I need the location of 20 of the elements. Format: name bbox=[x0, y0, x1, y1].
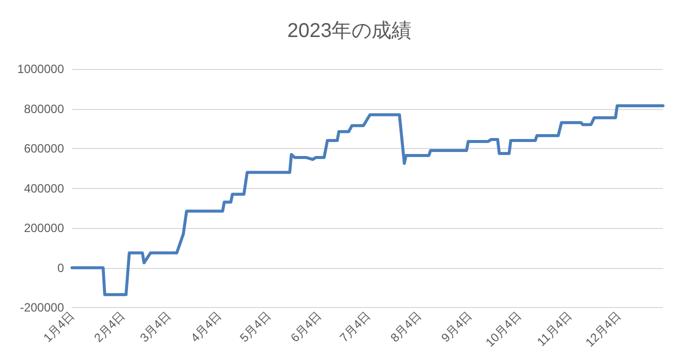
x-tick-label: 7月4日 bbox=[336, 308, 374, 345]
x-tick-label: 12月4日 bbox=[582, 308, 624, 350]
x-tick-label: 10月4日 bbox=[482, 308, 524, 350]
y-tick-label: 1000000 bbox=[17, 62, 64, 76]
x-tick-label: 6月4日 bbox=[288, 308, 324, 345]
y-tick-label: 200000 bbox=[24, 221, 64, 236]
y-tick-label: 600000 bbox=[24, 142, 64, 156]
y-tick-label: 0 bbox=[57, 260, 64, 275]
x-tick-label: 5月4日 bbox=[237, 308, 274, 345]
line-series bbox=[70, 104, 664, 296]
x-tick-label: 3月4日 bbox=[137, 308, 174, 345]
chart-title: 2023年の成績 bbox=[287, 20, 412, 42]
x-tick-label: 4月4日 bbox=[188, 308, 224, 345]
y-tick-label: -200000 bbox=[20, 300, 64, 315]
x-tick-label: 8月4日 bbox=[388, 308, 424, 345]
x-tick-label: 11月4日 bbox=[534, 308, 575, 349]
x-tick-label: 2月4日 bbox=[91, 308, 128, 345]
y-tick-label: 400000 bbox=[24, 181, 64, 196]
x-tick-label: 9月4日 bbox=[438, 308, 475, 345]
y-tick-label: 800000 bbox=[24, 102, 64, 116]
